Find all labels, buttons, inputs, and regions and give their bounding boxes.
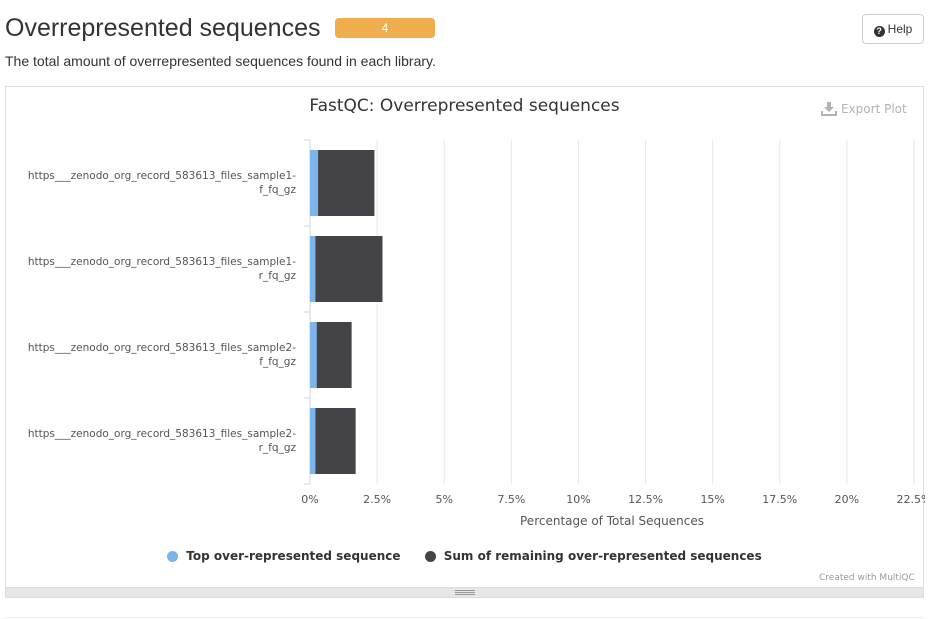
legend-item-top[interactable]: Top over-represented sequence bbox=[167, 549, 401, 563]
download-icon bbox=[821, 102, 837, 116]
y-category-label: https___zenodo_org_record_583613_files_s… bbox=[28, 256, 296, 268]
bar-top-sequence bbox=[310, 408, 316, 474]
section-header: Overrepresented sequences 4 ? Help bbox=[5, 12, 930, 46]
legend-label-remaining: Sum of remaining over-represented sequen… bbox=[443, 549, 762, 563]
y-category-label: https___zenodo_org_record_583613_files_s… bbox=[28, 342, 296, 354]
legend-marker-remaining bbox=[424, 550, 436, 562]
bar-top-sequence bbox=[310, 322, 317, 388]
legend-marker-top bbox=[167, 550, 179, 562]
x-tick-label: 7.5% bbox=[497, 493, 525, 506]
help-button-label: Help bbox=[887, 22, 913, 36]
plot-container: 0% 2.5% 5% 7.5% 10% 12.5% 15% 17.5% 20% 22.5% Perc… bbox=[5, 86, 925, 598]
y-category-label: https___zenodo_org_record_583613_files_s… bbox=[28, 170, 296, 182]
chart-title: FastQC: Overrepresented sequences bbox=[309, 96, 620, 116]
bar-top-sequence bbox=[310, 150, 319, 216]
chart-legend: Top over-represented sequence Sum of rem… bbox=[6, 549, 923, 565]
export-plot-label: Export Plot bbox=[841, 102, 907, 116]
y-category-label: r_fq_gz bbox=[259, 442, 297, 454]
x-tick-label: 2.5% bbox=[363, 493, 391, 506]
question-icon: ? bbox=[873, 26, 885, 37]
legend-label-top: Top over-represented sequence bbox=[186, 549, 401, 563]
bar-remaining-sequences bbox=[316, 322, 352, 388]
bar-remaining-sequences bbox=[315, 236, 383, 302]
export-plot-button[interactable]: Export Plot bbox=[821, 102, 907, 116]
x-tick-label: 5% bbox=[435, 493, 452, 506]
section-title: Overrepresented sequences bbox=[5, 14, 321, 42]
y-category-label: f_fq_gz bbox=[259, 356, 296, 368]
section-description: The total amount of overrepresented sequ… bbox=[5, 53, 436, 69]
x-axis-title: Percentage of Total Sequences bbox=[520, 514, 704, 528]
multiqc-credit: Created with MultiQC bbox=[819, 573, 915, 583]
grip-icon bbox=[455, 590, 475, 595]
x-tick-label: 17.5% bbox=[762, 493, 797, 506]
bar-remaining-sequences bbox=[318, 150, 375, 216]
section-divider bbox=[5, 617, 924, 618]
plot-resize-handle[interactable] bbox=[6, 587, 923, 597]
y-category-label: r_fq_gz bbox=[259, 270, 297, 282]
x-tick-label: 10% bbox=[566, 493, 590, 506]
bar-top-sequence bbox=[310, 236, 316, 302]
x-tick-label: 22.5% bbox=[897, 493, 925, 506]
x-tick-label: 20% bbox=[835, 493, 859, 506]
bar-chart: 0% 2.5% 5% 7.5% 10% 12.5% 15% 17.5% 20% 22.5% Perc… bbox=[28, 139, 925, 528]
x-tick-label: 15% bbox=[700, 493, 724, 506]
sample-count-badge: 4 bbox=[335, 18, 435, 38]
y-category-label: f_fq_gz bbox=[259, 184, 296, 196]
y-category-label: https___zenodo_org_record_583613_files_s… bbox=[28, 428, 296, 440]
help-button[interactable]: ? Help bbox=[862, 14, 924, 44]
bar-remaining-sequences bbox=[315, 408, 356, 474]
legend-item-remaining[interactable]: Sum of remaining over-represented sequen… bbox=[424, 549, 762, 563]
x-tick-label: 0% bbox=[301, 493, 318, 506]
x-tick-label: 12.5% bbox=[628, 493, 663, 506]
